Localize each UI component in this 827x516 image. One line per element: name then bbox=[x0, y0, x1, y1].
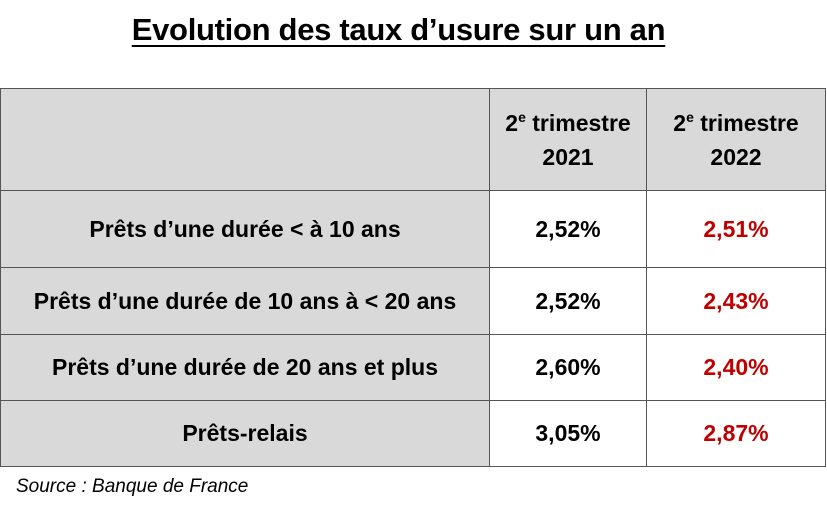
header-2021-superscript: e bbox=[518, 108, 526, 125]
rate-2022: 2,43% bbox=[646, 267, 826, 335]
row-label: Prêts d’une durée de 10 ans à < 20 ans bbox=[0, 267, 490, 335]
table-row: Prêts d’une durée de 10 ans à < 20 ans 2… bbox=[0, 267, 826, 335]
header-2022: 2e trimestre 2022 bbox=[646, 88, 826, 191]
header-2022-trimestre: trimestre bbox=[693, 109, 799, 136]
source-note: Source : Banque de France bbox=[16, 476, 249, 497]
table-row: Prêts-relais 3,05% 2,87% bbox=[0, 400, 826, 467]
table-header-row: 2e trimestre 2021 2e trimestre 2022 bbox=[0, 88, 826, 191]
rate-2022: 2,51% bbox=[646, 190, 826, 268]
header-2021-year: 2021 bbox=[542, 143, 594, 170]
rate-2021: 2,52% bbox=[489, 267, 647, 335]
rate-2021: 2,52% bbox=[489, 190, 647, 268]
row-label: Prêts-relais bbox=[0, 400, 490, 467]
rate-2021: 2,60% bbox=[489, 334, 647, 401]
header-2022-year: 2022 bbox=[710, 143, 762, 170]
row-label: Prêts d’une durée de 20 ans et plus bbox=[0, 334, 490, 401]
rate-2022: 2,40% bbox=[646, 334, 826, 401]
header-2021: 2e trimestre 2021 bbox=[489, 88, 647, 191]
row-label: Prêts d’une durée < à 10 ans bbox=[0, 190, 490, 268]
header-empty-cell bbox=[0, 88, 490, 191]
table-row: Prêts d’une durée de 20 ans et plus 2,60… bbox=[0, 334, 826, 401]
header-2021-number: 2 bbox=[505, 109, 519, 136]
header-2021-trimestre: trimestre bbox=[525, 109, 631, 136]
rate-2022: 2,87% bbox=[646, 400, 826, 467]
header-2022-number: 2 bbox=[673, 109, 687, 136]
page-title: Evolution des taux d’usure sur un an bbox=[131, 12, 666, 47]
rate-2021: 3,05% bbox=[489, 400, 647, 467]
usury-rate-table: 2e trimestre 2021 2e trimestre 2022 Prêt… bbox=[0, 88, 826, 467]
header-2022-superscript: e bbox=[686, 108, 694, 125]
table-row: Prêts d’une durée < à 10 ans 2,52% 2,51% bbox=[0, 190, 826, 268]
